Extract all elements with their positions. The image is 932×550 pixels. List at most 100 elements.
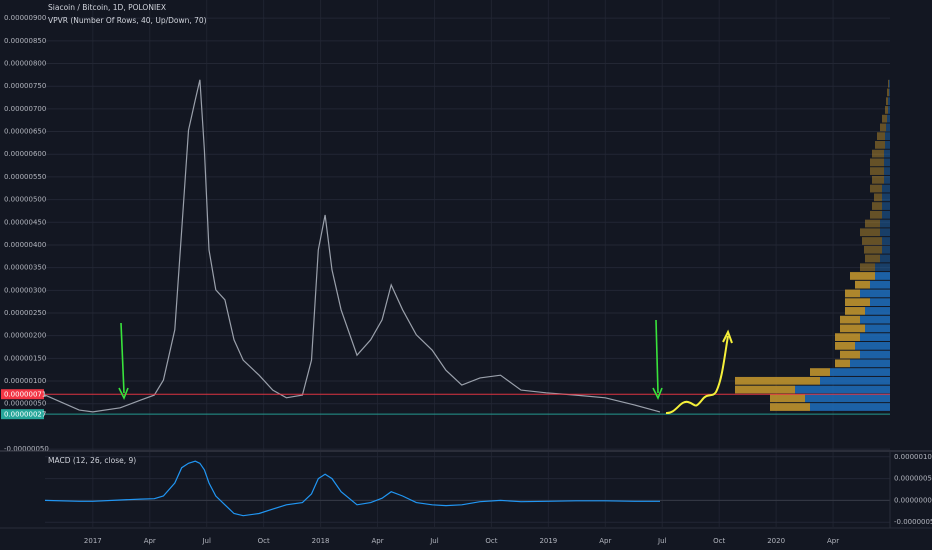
vpvr-down [877, 132, 885, 141]
vpvr-down [835, 341, 855, 350]
x-tick-label: Jul [201, 537, 211, 545]
vpvr-down [835, 333, 860, 341]
vpvr-up [850, 359, 890, 368]
vpvr-down [886, 97, 888, 106]
vpvr-up [860, 315, 890, 324]
vpvr-down [865, 219, 880, 228]
vpvr-up [860, 289, 890, 298]
vpvr-down [870, 210, 882, 219]
vpvr-up [865, 324, 890, 333]
price-label-box [1, 409, 44, 420]
y-tick-label: 0.00000850 [4, 37, 46, 45]
x-tick-label: 2020 [767, 537, 785, 545]
vpvr-up [884, 167, 890, 175]
vpvr-down [874, 193, 882, 202]
vpvr-up [889, 79, 890, 88]
x-tick-label: Apr [144, 537, 156, 545]
vpvr-up [880, 228, 890, 237]
vpvr-up [855, 341, 890, 350]
vpvr-up [860, 350, 890, 359]
x-tick-label: 2019 [539, 537, 557, 545]
y-tick-label: 0.00000050 [4, 400, 46, 408]
vpvr-down [850, 272, 875, 280]
x-tick-label: Apr [599, 537, 611, 545]
x-tick-label: Jul [657, 537, 667, 545]
vpvr-up [885, 141, 890, 149]
series-line [44, 460, 660, 517]
vpvr-down [880, 123, 886, 132]
vpvr-up [830, 368, 890, 376]
vpvr-up [889, 88, 890, 97]
y-tick-label: 0.00000150 [4, 354, 46, 362]
green-arrow [655, 319, 659, 394]
vpvr-down [864, 245, 882, 254]
x-tick-label: Apr [371, 537, 383, 545]
macd-title: MACD (12, 26, close, 9) [48, 456, 136, 465]
vpvr-down [862, 237, 882, 245]
price-label-box [1, 389, 44, 400]
y-tick-label: 0.00000600 [4, 150, 46, 158]
yellow-arrowhead [722, 329, 733, 344]
vpvr-down [735, 385, 795, 394]
y-tick-label: 0.00000300 [4, 286, 46, 294]
vpvr-down [840, 350, 860, 359]
vpvr-down [865, 254, 880, 263]
vpvr-up [870, 298, 890, 307]
vpvr-up [886, 123, 890, 132]
vpvr-up [884, 158, 890, 167]
vpvr-up [795, 385, 890, 394]
green-arrow [120, 322, 125, 394]
vpvr-up [880, 254, 890, 263]
vpvr-up [870, 280, 890, 289]
vpvr-down [845, 289, 860, 298]
vpvr-down [882, 114, 887, 123]
price-label: 0.00000027 [4, 411, 46, 419]
vpvr-up [810, 403, 890, 411]
y-tick-label: 0.00000550 [4, 173, 46, 181]
y-tick-label: 0.00000500 [4, 196, 46, 204]
vpvr-down [870, 158, 884, 167]
y-tick-label: 0.00000450 [4, 218, 46, 226]
y-tick-label: 0.00000900 [4, 14, 46, 22]
vpvr-up [875, 272, 890, 280]
vpvr-down [872, 175, 884, 184]
vpvr-up [882, 193, 890, 202]
x-tick-label: Apr [827, 537, 839, 545]
vpvr-down [860, 263, 875, 272]
vpvr-down [875, 141, 885, 149]
vpvr-down [835, 359, 850, 368]
vpvr-down [855, 280, 870, 289]
vpvr-down [840, 324, 865, 333]
vpvr-down [840, 315, 860, 324]
vpvr-down [870, 184, 882, 193]
y-tick-label: 0.00000200 [4, 332, 46, 340]
vpvr-up [884, 149, 890, 158]
y-tick-label: 0.00000050 [894, 475, 932, 483]
vpvr-up [882, 202, 890, 210]
vpvr-up [865, 307, 890, 315]
vpvr-up [888, 97, 890, 106]
indicator-title: VPVR (Number Of Rows, 40, Up/Down, 70) [48, 16, 207, 25]
y-tick-label: -0.00000050 [894, 518, 932, 526]
vpvr-up [882, 245, 890, 254]
vpvr-up [820, 376, 890, 385]
x-tick-label: Oct [485, 537, 497, 545]
vpvr-down [888, 79, 889, 88]
vpvr-up [860, 333, 890, 341]
y-tick-label: 0.00000400 [4, 241, 46, 249]
annotations [118, 319, 733, 414]
vpvr-up [875, 263, 890, 272]
y-tick-label: 0.00000100 [4, 377, 46, 385]
vpvr-up [882, 237, 890, 245]
vpvr-down [872, 149, 884, 158]
y-tick-label: 0.00000700 [4, 105, 46, 113]
vpvr-down [885, 106, 888, 114]
series-line [44, 79, 661, 413]
vpvr-up [882, 184, 890, 193]
vpvr-up [884, 175, 890, 184]
